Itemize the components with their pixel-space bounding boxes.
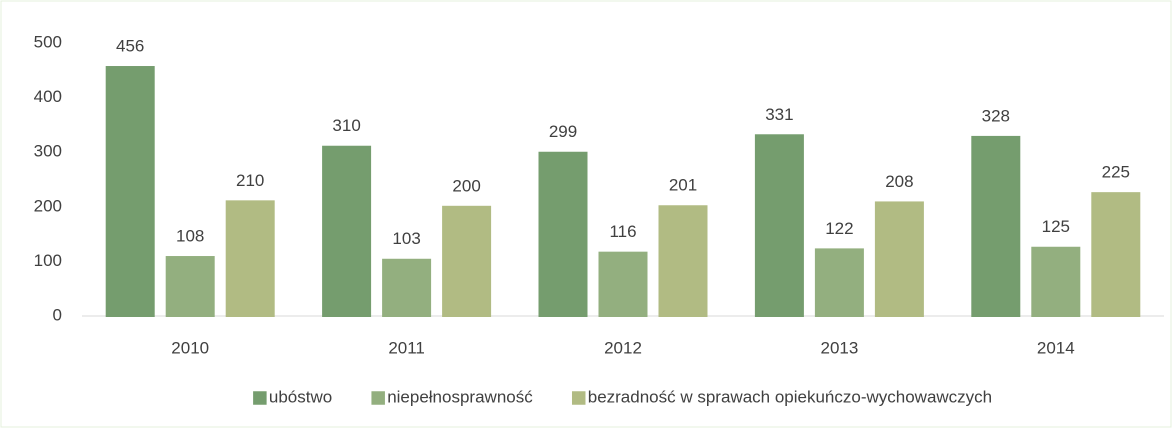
value-label: 310 <box>332 116 360 135</box>
bar <box>225 200 275 317</box>
y-tick-label: 200 <box>34 196 62 215</box>
value-label: 210 <box>236 171 264 190</box>
bar <box>322 145 372 317</box>
value-label: 331 <box>765 105 793 124</box>
value-label: 201 <box>669 176 697 195</box>
x-tick-label: 2011 <box>388 338 425 357</box>
y-tick-label: 100 <box>34 251 62 270</box>
value-label: 208 <box>885 172 913 191</box>
x-tick-label: 2010 <box>171 338 209 357</box>
value-label: 103 <box>392 229 420 248</box>
x-tick-label: 2014 <box>1037 338 1075 357</box>
x-tick-label: 2013 <box>820 338 858 357</box>
bar <box>874 201 924 318</box>
bar <box>538 151 588 317</box>
legend-label: niepełnosprawność <box>387 387 533 406</box>
legend-label: bezradność w sprawach opiekuńczo-wychowa… <box>588 387 992 406</box>
y-tick-label: 400 <box>34 87 62 106</box>
bar <box>814 248 864 317</box>
bar <box>658 205 708 317</box>
legend: ubóstwo niepełnosprawność bezradność w spr… <box>253 387 992 406</box>
value-label: 328 <box>982 106 1010 125</box>
bar <box>971 135 1021 317</box>
bar <box>1031 246 1081 317</box>
bar <box>754 134 804 317</box>
y-tick-label: 300 <box>34 142 62 161</box>
bar <box>598 251 648 317</box>
legend-swatch <box>571 391 586 405</box>
bar <box>165 256 215 318</box>
legend-swatch <box>371 391 385 405</box>
bar <box>442 205 492 317</box>
bar <box>1091 192 1141 317</box>
value-label: 456 <box>116 37 144 56</box>
y-tick-label: 500 <box>34 32 62 51</box>
legend-swatch <box>253 391 267 405</box>
x-tick-label: 2012 <box>604 338 642 357</box>
value-label: 299 <box>549 122 577 141</box>
value-label: 125 <box>1042 217 1070 236</box>
bar <box>105 66 155 317</box>
value-label: 200 <box>452 176 480 195</box>
legend-label: ubóstwo <box>269 387 332 406</box>
value-label: 116 <box>609 222 636 241</box>
y-tick-label: 0 <box>53 305 62 324</box>
value-label: 225 <box>1102 163 1130 182</box>
bar <box>382 258 432 317</box>
value-label: 122 <box>825 219 853 238</box>
value-label: 108 <box>176 227 204 246</box>
